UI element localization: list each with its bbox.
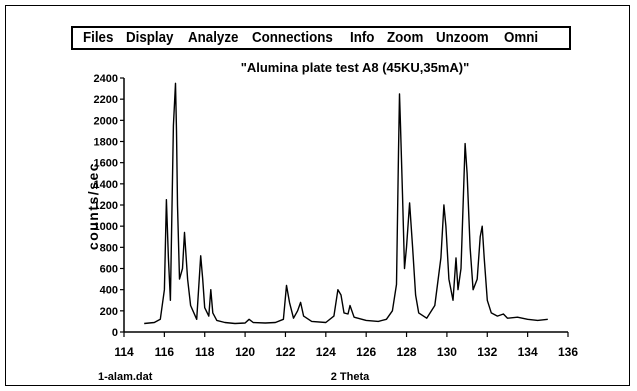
menu-display[interactable]: Display bbox=[126, 30, 174, 46]
x-tick-label: 118 bbox=[195, 345, 215, 359]
menu-zoom[interactable]: Zoom bbox=[386, 30, 424, 46]
menu-unzoom[interactable]: Unzoom bbox=[436, 30, 489, 46]
x-tick-label: 120 bbox=[235, 345, 255, 359]
y-tick-label: 2200 bbox=[94, 94, 118, 106]
x-tick-label: 128 bbox=[397, 345, 417, 359]
menu-info[interactable]: Info bbox=[350, 30, 375, 46]
x-axis-ticks: 114 116 118 120 122 124 126 128 130 132 134 136 bbox=[114, 332, 578, 359]
y-tick-label: 200 bbox=[100, 306, 118, 318]
chart-title: "Alumina plate test A8 (45KU,35mA)" bbox=[241, 60, 470, 75]
y-tick-label: 0 bbox=[112, 327, 118, 339]
x-axis-label: 2 Theta bbox=[331, 371, 370, 383]
x-tick-label: 130 bbox=[437, 345, 457, 359]
y-tick-label: 1000 bbox=[94, 221, 118, 233]
y-axis-label: counts/sec bbox=[85, 162, 101, 250]
y-tick-label: 1400 bbox=[94, 179, 118, 191]
y-tick-label: 2400 bbox=[94, 73, 118, 85]
y-tick-label: 1800 bbox=[94, 137, 118, 149]
x-tick-label: 114 bbox=[114, 345, 134, 359]
menu-bar: Files Display Analyze Connections Info Z… bbox=[71, 26, 571, 50]
x-tick-label: 134 bbox=[518, 345, 538, 359]
x-tick-label: 132 bbox=[477, 345, 497, 359]
menu-files[interactable]: Files bbox=[83, 30, 114, 46]
y-tick-label: 600 bbox=[100, 264, 118, 276]
y-tick-label: 1600 bbox=[94, 158, 118, 170]
x-tick-label: 122 bbox=[275, 345, 295, 359]
x-tick-label: 126 bbox=[356, 345, 376, 359]
menu-omni[interactable]: Omni bbox=[503, 30, 538, 46]
file-name-label: 1-alam.dat bbox=[98, 371, 153, 383]
y-tick-label: 1200 bbox=[94, 200, 118, 212]
menu-analyze[interactable]: Analyze bbox=[187, 30, 239, 46]
menu-connections[interactable]: Connections bbox=[252, 30, 334, 46]
x-tick-label: 136 bbox=[558, 345, 578, 359]
series-line-intensity bbox=[144, 82, 548, 325]
x-tick-label: 124 bbox=[316, 345, 336, 359]
y-tick-label: 800 bbox=[100, 242, 118, 254]
y-tick-label: 400 bbox=[100, 285, 118, 297]
x-tick-label: 116 bbox=[155, 345, 175, 359]
y-tick-label: 2000 bbox=[94, 115, 118, 127]
